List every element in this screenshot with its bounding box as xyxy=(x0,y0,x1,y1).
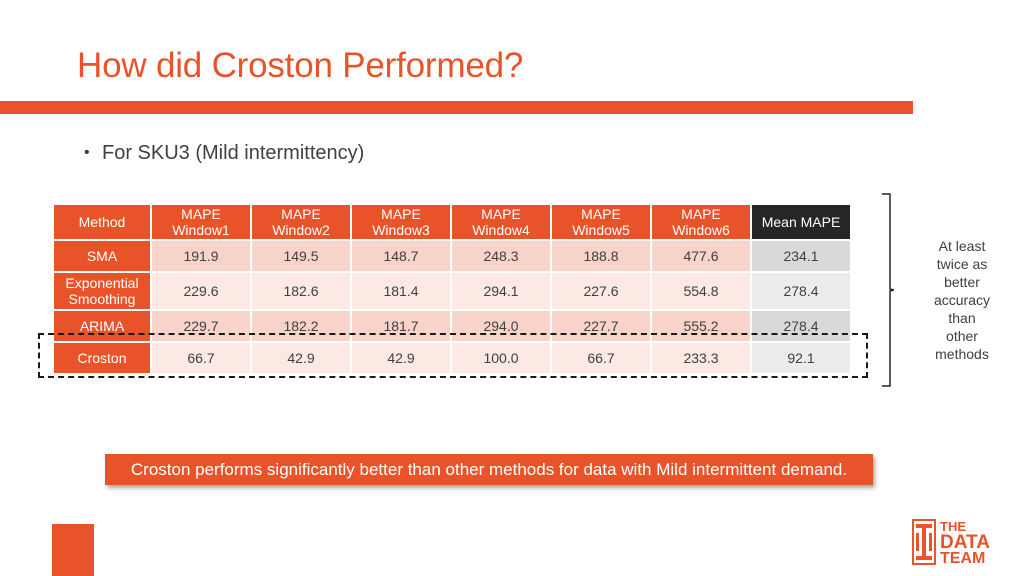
method-cell: Exponential Smoothing xyxy=(54,273,150,309)
value-cell: 555.2 xyxy=(652,311,750,341)
logo-wordmark: THE DATA TEAM xyxy=(940,519,990,567)
title-underline-bar xyxy=(0,101,913,114)
value-cell: 229.6 xyxy=(152,273,250,309)
value-cell: 188.8 xyxy=(552,241,650,271)
croston-highlight-box xyxy=(38,333,868,378)
logo-word: TEAM xyxy=(940,550,986,567)
value-cell: 191.9 xyxy=(152,241,250,271)
mean-cell: 278.4 xyxy=(752,273,850,309)
value-cell: 227.6 xyxy=(552,273,650,309)
value-cell: 182.6 xyxy=(252,273,350,309)
table-row-arima: ARIMA 229.7 182.2 181.7 294.0 227.7 555.… xyxy=(54,311,850,341)
header-method: Method xyxy=(54,205,150,239)
side-note-line: than xyxy=(948,310,976,326)
value-cell: 181.4 xyxy=(352,273,450,309)
value-cell: 554.8 xyxy=(652,273,750,309)
header-window2: MAPE Window2 xyxy=(252,205,350,239)
value-cell: 229.7 xyxy=(152,311,250,341)
corner-accent-square xyxy=(52,524,94,576)
header-window4: MAPE Window4 xyxy=(452,205,550,239)
method-cell: Croston xyxy=(54,343,150,373)
table-row-exponential-smoothing: Exponential Smoothing 229.6 182.6 181.4 2… xyxy=(54,273,850,309)
value-cell: 42.9 xyxy=(252,343,350,373)
value-cell: 66.7 xyxy=(152,343,250,373)
data-team-logo-icon xyxy=(912,519,936,565)
value-cell: 294.1 xyxy=(452,273,550,309)
value-cell: 294.0 xyxy=(452,311,550,341)
value-cell: 66.7 xyxy=(552,343,650,373)
value-cell: 100.0 xyxy=(452,343,550,373)
table-header-row: Method MAPE Window1 MAPE Window2 MAPE Windo… xyxy=(54,205,850,239)
value-cell: 182.2 xyxy=(252,311,350,341)
logo-word: DATA xyxy=(940,532,990,553)
method-cell: SMA xyxy=(54,241,150,271)
mean-cell: 234.1 xyxy=(752,241,850,271)
side-note: At least twice as better accuracy than o… xyxy=(922,237,1002,363)
mape-comparison-table: Method MAPE Window1 MAPE Window2 MAPE Windo… xyxy=(52,203,852,375)
side-note-line: better xyxy=(944,274,980,290)
value-cell: 227.7 xyxy=(552,311,650,341)
page-title: How did Croston Performed? xyxy=(77,46,524,85)
value-cell: 181.7 xyxy=(352,311,450,341)
data-team-logo: THE DATA TEAM xyxy=(912,519,1002,567)
value-cell: 148.7 xyxy=(352,241,450,271)
value-cell: 233.3 xyxy=(652,343,750,373)
conclusion-callout: Croston performs significantly better th… xyxy=(105,454,873,485)
header-window1: MAPE Window1 xyxy=(152,205,250,239)
side-note-line: methods xyxy=(935,346,989,362)
bullet-text: For SKU3 (Mild intermittency) xyxy=(102,142,365,164)
header-window5: MAPE Window5 xyxy=(552,205,650,239)
side-note-line: twice as xyxy=(936,256,988,272)
value-cell: 477.6 xyxy=(652,241,750,271)
side-note-line: accuracy xyxy=(933,292,991,308)
value-cell: 149.5 xyxy=(252,241,350,271)
method-cell: ARIMA xyxy=(54,311,150,341)
right-bracket-icon xyxy=(882,193,894,387)
side-note-line: At least xyxy=(938,238,986,254)
header-mean-mape: Mean MAPE xyxy=(752,205,850,239)
table-row-croston: Croston 66.7 42.9 42.9 100.0 66.7 233.3 … xyxy=(54,343,850,373)
mean-cell: 92.1 xyxy=(752,343,850,373)
mean-cell: 278.4 xyxy=(752,311,850,341)
value-cell: 42.9 xyxy=(352,343,450,373)
table-row-sma: SMA 191.9 149.5 148.7 248.3 188.8 477.6 … xyxy=(54,241,850,271)
bullet-point: • For SKU3 (Mild intermittency) xyxy=(84,142,364,165)
side-note-line: other xyxy=(946,328,978,344)
logo-word: THE xyxy=(940,519,966,534)
value-cell: 248.3 xyxy=(452,241,550,271)
header-window6: MAPE Window6 xyxy=(652,205,750,239)
header-window3: MAPE Window3 xyxy=(352,205,450,239)
bullet-dot-icon: • xyxy=(84,144,90,161)
